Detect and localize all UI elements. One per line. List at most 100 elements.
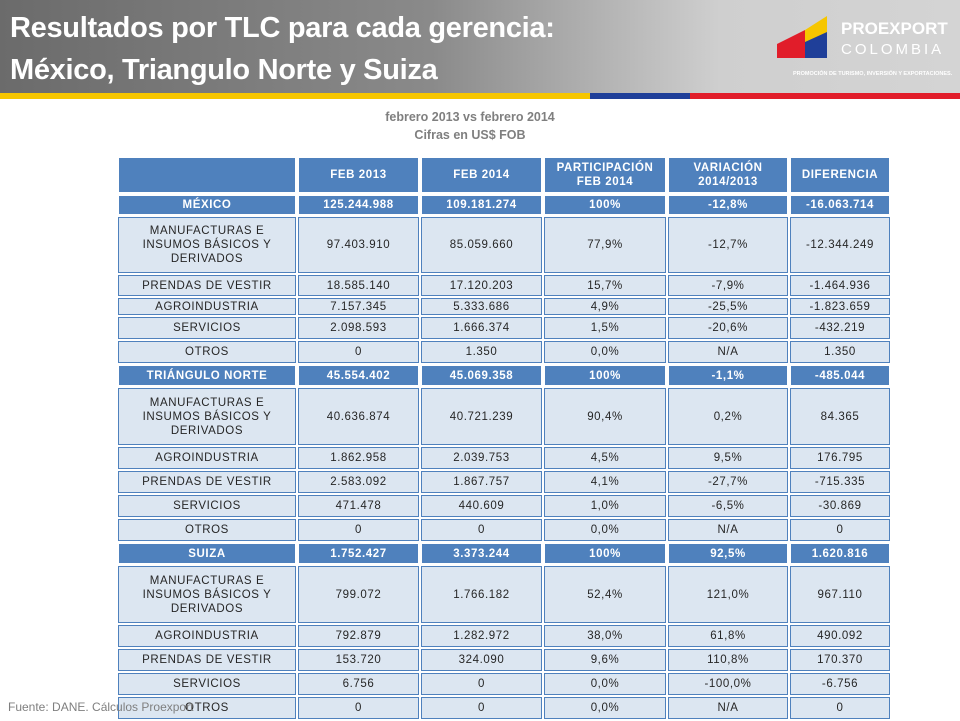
cell: 40.636.874: [298, 388, 419, 445]
data-row: OTROS 0 1.350 0,0% N/A 1.350: [118, 341, 890, 363]
cell: 4,5%: [544, 447, 666, 469]
color-stripe: [0, 93, 960, 99]
cell-text: -432.219: [814, 322, 866, 334]
cell-text: 84.365: [820, 410, 860, 423]
cell-text: 121,0%: [706, 588, 750, 601]
cell-text: N/A: [717, 702, 739, 714]
row-label: TRIÁNGULO NORTE: [118, 365, 296, 386]
cell-text: 0: [836, 524, 844, 536]
cell-text: 40.721.239: [449, 410, 514, 423]
cell-text: 0: [478, 524, 485, 536]
cell: 52,4%: [544, 566, 666, 623]
row-label: MANUFACTURAS E INSUMOS BÁSICOS Y DERIVAD…: [118, 217, 296, 273]
cell-text: 97.403.910: [326, 239, 391, 251]
logo: PROEXPORT COLOMBIA PROMOCIÓN DE TURISMO,…: [777, 16, 953, 77]
cell-text: 110,8%: [707, 654, 749, 666]
header-band: Resultados por TLC para cada gerencia: M…: [0, 0, 960, 93]
cell: 1.752.427: [298, 543, 419, 564]
cell-text: 1.867.757: [453, 476, 510, 488]
cell: 45.069.358: [421, 365, 542, 386]
cell-text: -1.464.936: [809, 279, 871, 292]
cell: 471.478: [298, 495, 419, 517]
cell-text: PRENDAS DE VESTIR: [142, 279, 272, 292]
cell-text: -16.063.714: [806, 199, 874, 211]
cell-text: 0,2%: [713, 410, 743, 423]
cell-text: 324.090: [458, 654, 505, 666]
cell: 121,0%: [668, 566, 788, 623]
cell: 0,0%: [544, 673, 666, 695]
cell: -12,7%: [668, 217, 788, 273]
row-label: SERVICIOS: [118, 673, 296, 695]
row-label: AGROINDUSTRIA: [118, 447, 296, 469]
cell-text: 2.583.092: [330, 476, 387, 488]
data-row: MANUFACTURAS E INSUMOS BÁSICOS Y DERIVAD…: [118, 566, 890, 623]
cell-text: 0: [355, 524, 362, 536]
cell: 967.110: [790, 566, 890, 623]
cell: -1,1%: [668, 365, 788, 386]
cell-text: 38,0%: [587, 630, 623, 642]
data-row: PRENDAS DE VESTIR 153.720 324.090 9,6% 110,8…: [118, 649, 890, 671]
cell: 77,9%: [544, 217, 666, 273]
footer: Fuente: DANE. Cálculos Proexport: [8, 700, 194, 714]
cell: 324.090: [421, 649, 542, 671]
cell: N/A: [668, 519, 788, 541]
data-row: OTROS 0 0 0,0% N/A 0: [118, 519, 890, 541]
header-cell: PARTICIPACIÓN FEB 2014: [544, 157, 666, 193]
data-row: OTROS 0 0 0,0% N/A 0: [118, 697, 890, 719]
cell: -20,6%: [668, 317, 788, 339]
cell-text: 100%: [589, 199, 621, 211]
subtitle: Cifras en US$ FOB: [414, 128, 526, 142]
cell-text: AGROINDUSTRIA: [155, 300, 259, 313]
logo-name: PROEXPORT: [841, 19, 948, 38]
cell-text: 170.370: [817, 654, 863, 666]
cell-text: MANUFACTURAS E INSUMOS BÁSICOS Y DERIVAD…: [142, 396, 272, 437]
cell-text: 1.862.958: [330, 452, 387, 464]
stripe-red: [690, 93, 960, 99]
cell-text: 490.092: [817, 630, 863, 642]
cell-text: -100,0%: [704, 678, 752, 690]
cell: -12.344.249: [790, 217, 890, 273]
data-row: SERVICIOS 6.756 0 0,0% -100,0% -6.756: [118, 673, 890, 695]
cell: 84.365: [790, 388, 890, 445]
data-row: AGROINDUSTRIA 1.862.958 2.039.753 4,5% 9,5% 1…: [118, 447, 890, 469]
cell-text: -715.335: [814, 476, 866, 488]
data-row: PRENDAS DE VESTIR 18.585.140 17.120.203 15,…: [118, 275, 890, 296]
cell: 40.721.239: [421, 388, 542, 445]
cell: 92,5%: [668, 543, 788, 564]
cell-text: -485.044: [814, 369, 866, 382]
row-label: SUIZA: [118, 543, 296, 564]
cell: -100,0%: [668, 673, 788, 695]
cell: 1,0%: [544, 495, 666, 517]
header-cell: FEB 2013: [298, 157, 419, 193]
row-label: OTROS: [118, 341, 296, 363]
cell: -25,5%: [668, 298, 788, 315]
cell: 97.403.910: [298, 217, 419, 273]
cell-text: OTROS: [185, 702, 229, 714]
cell: -27,7%: [668, 471, 788, 493]
cell-text: 2.039.753: [453, 452, 510, 464]
cell: 4,9%: [544, 298, 666, 315]
cell: -715.335: [790, 471, 890, 493]
cell: 176.795: [790, 447, 890, 469]
row-label: PRENDAS DE VESTIR: [118, 649, 296, 671]
cell: 38,0%: [544, 625, 666, 647]
cell: 100%: [544, 195, 666, 215]
cell-text: 1.766.182: [453, 588, 510, 601]
cell: -485.044: [790, 365, 890, 386]
cell-text: 792.879: [335, 630, 382, 642]
cell-text: -1.823.659: [809, 300, 871, 313]
cell: N/A: [668, 697, 788, 719]
row-label: MÉXICO: [118, 195, 296, 215]
cell-text: -7,9%: [711, 279, 745, 292]
data-row: SERVICIOS 2.098.593 1.666.374 1,5% -20,6% -43…: [118, 317, 890, 339]
cell-text: 15,7%: [587, 279, 623, 292]
cell-text: PRENDAS DE VESTIR: [142, 654, 272, 666]
row-label: SERVICIOS: [118, 317, 296, 339]
cell-text: SERVICIOS: [173, 322, 241, 334]
cell-text: 0,0%: [590, 702, 620, 714]
cell-text: -30.869: [818, 500, 862, 512]
header-cell: FEB 2014: [421, 157, 542, 193]
cell: 799.072: [298, 566, 419, 623]
header-text: FEB 2014: [453, 169, 510, 181]
cell-text: 2.098.593: [330, 322, 387, 334]
